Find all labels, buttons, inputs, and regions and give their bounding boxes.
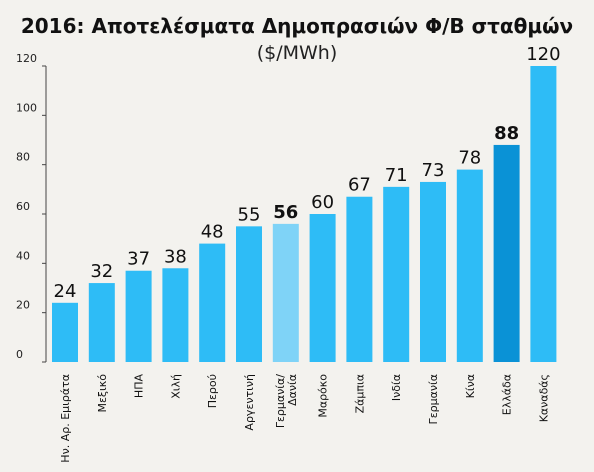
data-label: 55 bbox=[238, 204, 261, 225]
x-tick-label: Περού bbox=[206, 374, 219, 408]
x-tick-label-line: Ζάμπια bbox=[353, 374, 366, 413]
x-tick-label: Γερμανία bbox=[427, 374, 440, 424]
bar bbox=[88, 283, 115, 362]
data-label: 78 bbox=[458, 148, 481, 169]
x-tick-label: Καναδάς bbox=[537, 374, 550, 422]
x-tick-label: Ινδία bbox=[390, 374, 403, 401]
chart-subtitle: ($/MWh) bbox=[256, 42, 338, 64]
x-tick-label: Μαρόκο bbox=[317, 374, 330, 418]
x-tick-label: ΗΠΑ bbox=[133, 374, 146, 399]
bar bbox=[272, 223, 299, 362]
x-tick-label-line: Μεξικό bbox=[96, 374, 109, 413]
data-label: 60 bbox=[311, 192, 334, 213]
bar bbox=[456, 169, 483, 362]
y-tick-label: 100 bbox=[16, 101, 37, 114]
x-tick-label: Μεξικό bbox=[96, 374, 109, 413]
bar bbox=[346, 196, 373, 362]
bar bbox=[199, 243, 226, 362]
x-tick-label-line: Καναδάς bbox=[537, 374, 550, 422]
data-label: 71 bbox=[385, 165, 408, 186]
data-label: 38 bbox=[164, 246, 187, 267]
data-label: 24 bbox=[54, 281, 77, 302]
x-tick-label-line: Γερμανία bbox=[427, 374, 440, 424]
y-tick-label: 120 bbox=[16, 52, 37, 65]
x-tick-label-line: Ινδία bbox=[390, 374, 403, 401]
data-label: 32 bbox=[90, 261, 113, 282]
data-label: 120 bbox=[526, 44, 560, 65]
x-tick-label-line: Κίνα bbox=[464, 374, 477, 398]
y-tick-label: 80 bbox=[16, 151, 30, 164]
x-tick-label-line: Μαρόκο bbox=[317, 374, 330, 418]
bar bbox=[309, 214, 336, 362]
bar bbox=[125, 270, 152, 362]
data-label: 88 bbox=[494, 123, 519, 144]
data-label: 56 bbox=[273, 202, 298, 223]
y-tick-label: 20 bbox=[16, 299, 30, 312]
x-tick-label: Αργεντινή bbox=[243, 374, 256, 431]
x-tick-label-line: Ελλάδα bbox=[501, 374, 514, 415]
x-tick-label-line: Περού bbox=[206, 374, 219, 408]
x-tick-label: Ζάμπια bbox=[353, 374, 366, 413]
y-tick-label: 60 bbox=[16, 200, 30, 213]
bar bbox=[383, 186, 410, 362]
x-tick-label-line: ΗΠΑ bbox=[133, 374, 146, 399]
x-tick-label-line: Ην. Αρ. Εμιράτα bbox=[59, 374, 72, 463]
x-tick-label-line: Δανία bbox=[286, 374, 299, 406]
bar bbox=[530, 66, 557, 362]
x-tick-label: Κίνα bbox=[464, 374, 477, 398]
data-label: 73 bbox=[422, 160, 445, 181]
chart-title: 2016: Αποτελέσματα Δημοπρασιών Φ/Β σταθμ… bbox=[20, 14, 574, 38]
x-tick-label: Ην. Αρ. Εμιράτα bbox=[59, 374, 72, 463]
bar bbox=[236, 226, 262, 362]
data-label: 37 bbox=[127, 249, 150, 270]
x-tick-label-line: Αργεντινή bbox=[243, 374, 256, 431]
y-tick-label: 40 bbox=[16, 249, 30, 262]
bar bbox=[420, 181, 446, 362]
y-tick-label: 0 bbox=[16, 348, 23, 361]
bar bbox=[52, 302, 78, 362]
x-tick-label: Χιλή bbox=[169, 374, 182, 399]
bar bbox=[162, 268, 189, 362]
bar bbox=[493, 144, 520, 362]
x-tick-label: Γερμανία/Δανία bbox=[274, 374, 299, 428]
data-label: 67 bbox=[348, 175, 371, 196]
data-label: 48 bbox=[201, 222, 224, 243]
x-tick-label-line: Χιλή bbox=[169, 374, 182, 399]
x-tick-label-line: Γερμανία/ bbox=[274, 374, 287, 428]
x-tick-label: Ελλάδα bbox=[501, 374, 514, 415]
